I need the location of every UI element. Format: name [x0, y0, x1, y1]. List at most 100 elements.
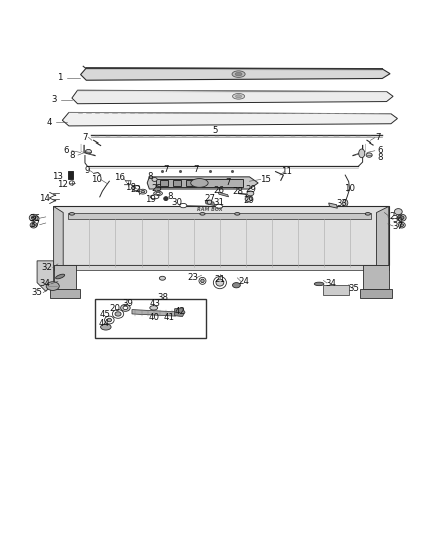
Ellipse shape — [69, 213, 74, 215]
Text: 8: 8 — [377, 153, 383, 162]
Text: 7: 7 — [163, 165, 169, 174]
Text: 1: 1 — [57, 73, 63, 82]
Ellipse shape — [394, 208, 402, 215]
Ellipse shape — [113, 310, 124, 318]
Text: 39: 39 — [122, 300, 133, 309]
Polygon shape — [328, 203, 337, 208]
Polygon shape — [147, 177, 258, 189]
Text: 23: 23 — [187, 273, 198, 282]
Ellipse shape — [232, 71, 245, 77]
Ellipse shape — [216, 279, 224, 286]
Ellipse shape — [123, 306, 128, 310]
Text: 35: 35 — [32, 288, 42, 297]
Ellipse shape — [154, 191, 162, 196]
Text: 14: 14 — [39, 194, 50, 203]
Polygon shape — [175, 308, 185, 317]
Ellipse shape — [29, 214, 38, 221]
Ellipse shape — [201, 279, 204, 282]
Ellipse shape — [398, 222, 405, 228]
Text: 36: 36 — [29, 214, 40, 223]
Ellipse shape — [247, 191, 254, 196]
Text: 38: 38 — [157, 293, 168, 302]
Text: 7: 7 — [83, 133, 88, 142]
Text: 36: 36 — [392, 215, 403, 224]
Text: 29: 29 — [245, 185, 256, 195]
Ellipse shape — [215, 204, 223, 208]
Text: 3: 3 — [52, 95, 57, 104]
Text: 45: 45 — [99, 310, 110, 319]
Text: 27: 27 — [204, 193, 215, 203]
Polygon shape — [53, 206, 389, 265]
Ellipse shape — [359, 149, 365, 158]
Bar — [156, 179, 243, 187]
Text: 13: 13 — [52, 172, 63, 181]
Ellipse shape — [366, 153, 372, 157]
Text: 2: 2 — [389, 212, 395, 221]
Polygon shape — [377, 206, 389, 270]
Text: 22: 22 — [131, 184, 142, 193]
Text: 34: 34 — [325, 279, 336, 287]
Text: 30: 30 — [172, 198, 183, 207]
Ellipse shape — [233, 282, 240, 288]
Ellipse shape — [233, 93, 245, 99]
Text: 7: 7 — [225, 177, 230, 187]
Text: 28: 28 — [233, 187, 244, 196]
Polygon shape — [81, 68, 390, 80]
Ellipse shape — [56, 274, 65, 279]
Text: 16: 16 — [114, 173, 125, 182]
Polygon shape — [53, 265, 76, 289]
Bar — [160, 180, 168, 185]
Ellipse shape — [399, 216, 404, 220]
Polygon shape — [50, 289, 80, 298]
Polygon shape — [323, 285, 349, 295]
Polygon shape — [53, 265, 389, 270]
Text: 40: 40 — [148, 313, 159, 322]
Text: 6: 6 — [63, 146, 69, 155]
Text: 9: 9 — [84, 166, 89, 175]
Ellipse shape — [207, 200, 212, 204]
Text: 8: 8 — [148, 172, 153, 181]
Polygon shape — [68, 213, 371, 219]
Bar — [173, 180, 181, 185]
Text: 18: 18 — [125, 183, 136, 192]
Ellipse shape — [213, 277, 226, 289]
Text: 33: 33 — [336, 199, 347, 208]
Ellipse shape — [235, 72, 242, 76]
Ellipse shape — [159, 276, 166, 280]
Text: 20: 20 — [109, 304, 120, 313]
Ellipse shape — [69, 181, 74, 185]
Ellipse shape — [314, 282, 324, 286]
Polygon shape — [53, 206, 389, 214]
Text: 43: 43 — [149, 298, 160, 308]
Polygon shape — [364, 265, 389, 289]
Ellipse shape — [400, 224, 403, 227]
Ellipse shape — [101, 324, 111, 330]
Text: 7: 7 — [375, 133, 381, 142]
Text: 7: 7 — [194, 165, 199, 174]
Text: 29: 29 — [243, 196, 254, 205]
Text: 44: 44 — [99, 319, 110, 328]
Text: 15: 15 — [260, 175, 271, 184]
Ellipse shape — [199, 277, 206, 284]
Ellipse shape — [46, 282, 59, 290]
Text: 31: 31 — [213, 198, 225, 207]
Ellipse shape — [150, 305, 158, 310]
Text: 25: 25 — [152, 184, 162, 192]
Text: 37: 37 — [29, 220, 40, 229]
Polygon shape — [37, 261, 53, 292]
Polygon shape — [62, 112, 397, 126]
Text: 37: 37 — [392, 222, 403, 231]
Text: 6: 6 — [377, 146, 383, 155]
Text: 10: 10 — [91, 175, 102, 184]
Text: 32: 32 — [42, 263, 53, 272]
Polygon shape — [218, 192, 229, 197]
Polygon shape — [360, 289, 392, 298]
Polygon shape — [205, 200, 215, 206]
Text: 34: 34 — [39, 279, 50, 288]
Ellipse shape — [365, 213, 371, 215]
Ellipse shape — [30, 222, 37, 228]
Ellipse shape — [32, 224, 35, 227]
Polygon shape — [53, 206, 63, 270]
Ellipse shape — [139, 189, 147, 194]
Text: 12: 12 — [57, 180, 68, 189]
